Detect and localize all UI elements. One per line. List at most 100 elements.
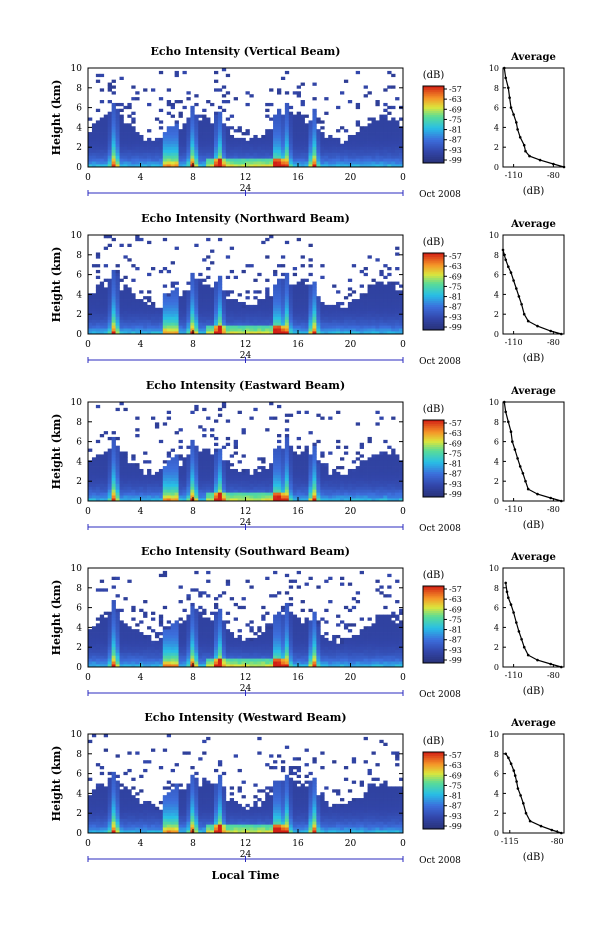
heatmap-cell	[221, 626, 227, 630]
heatmap-cell	[312, 123, 317, 127]
heatmap-cell	[182, 463, 187, 467]
heatmap-cell	[269, 486, 274, 490]
heatmap-cell	[367, 164, 372, 168]
heatmap-cell	[154, 640, 160, 645]
heatmap-cell	[99, 310, 105, 314]
heatmap-cell	[107, 293, 112, 297]
heatmap-cell	[375, 498, 380, 502]
heatmap-cell	[194, 102, 199, 107]
heatmap-cell	[292, 489, 298, 493]
heatmap-cell	[371, 120, 376, 124]
heatmap-cell	[261, 328, 266, 332]
heatmap-cell	[111, 626, 116, 630]
heatmap-cell	[379, 474, 384, 479]
heatmap-cell	[115, 649, 120, 653]
heatmap-cell	[174, 634, 179, 639]
heatmap-cell	[249, 161, 254, 165]
heatmap-cell	[280, 328, 286, 332]
colorbar-segment	[423, 468, 444, 471]
heatmap-cell	[395, 483, 400, 487]
heatmap-cell	[265, 129, 270, 133]
heatmap-cell	[288, 495, 294, 499]
heatmap-cell	[371, 460, 376, 464]
heatmap-cell	[261, 492, 266, 496]
colorbar-segment	[423, 254, 444, 258]
colorbar-segment	[423, 324, 444, 327]
heatmap-cell	[210, 643, 215, 647]
heatmap-cell	[202, 155, 207, 159]
heatmap-cell	[395, 164, 400, 168]
heatmap-cell	[186, 463, 191, 467]
heatmap-cell	[91, 632, 97, 636]
heatmap-cell	[249, 416, 254, 420]
heatmap-cell	[115, 307, 120, 312]
heatmap-cell	[367, 325, 372, 329]
heatmap-cell	[296, 445, 301, 449]
heatmap-cell	[288, 143, 294, 147]
heatmap-cell	[320, 275, 325, 280]
heatmap-cell	[202, 460, 207, 464]
heatmap-cell	[249, 164, 254, 168]
heatmap-cell	[249, 307, 254, 312]
heatmap-cell	[198, 460, 203, 464]
heatmap-cell	[284, 316, 290, 320]
heatmap-cell	[182, 137, 187, 142]
heatmap-cell	[186, 477, 191, 481]
heatmap-cell	[265, 287, 270, 291]
profile-x-tick-label: -110	[505, 171, 523, 180]
heatmap-cell	[127, 637, 132, 642]
heatmap-cell	[194, 161, 199, 165]
colorbar-segment	[423, 139, 444, 143]
colorbar-segment	[423, 301, 444, 304]
heatmap-cell	[284, 413, 290, 417]
heatmap-cell	[158, 149, 164, 153]
heatmap-cell	[233, 316, 238, 320]
heatmap-cell	[135, 143, 140, 147]
heatmap-cell	[166, 304, 172, 309]
heatmap-cell	[202, 620, 207, 624]
heatmap-cell	[359, 474, 364, 479]
heatmap-cell	[371, 325, 376, 329]
heatmap-cell	[316, 322, 321, 326]
heatmap-cell	[95, 313, 101, 317]
heatmap-cell	[399, 140, 404, 145]
profile-y-tick-label: 0	[494, 163, 499, 172]
heatmap-cell	[225, 483, 231, 487]
heatmap-cell	[111, 143, 116, 147]
heatmap-cell	[214, 284, 219, 288]
heatmap-cell	[135, 486, 140, 490]
heatmap-cell	[308, 313, 313, 317]
heatmap-cell	[115, 278, 120, 282]
heatmap-cell	[221, 623, 227, 627]
heatmap-cell	[111, 629, 116, 633]
heatmap-cell	[229, 640, 235, 645]
heatmap-cell	[194, 129, 199, 133]
heatmap-cell	[206, 655, 211, 659]
heatmap-cell	[178, 331, 183, 335]
heatmap-cell	[206, 492, 211, 496]
heatmap-cell	[253, 134, 258, 139]
heatmap-cell	[367, 457, 372, 461]
heatmap-cell	[284, 149, 290, 153]
heatmap-cell	[221, 664, 227, 668]
heatmap-cell	[363, 492, 368, 496]
heatmap-cell	[95, 486, 101, 490]
heatmap-cell	[166, 146, 172, 150]
heatmap-cell	[277, 132, 282, 136]
heatmap-cell	[347, 319, 353, 323]
heatmap-cell	[288, 460, 294, 464]
heatmap-cell	[320, 495, 325, 499]
heatmap-cell	[280, 290, 286, 294]
heatmap-cell	[375, 457, 380, 461]
heatmap-cell	[371, 457, 376, 461]
heatmap-cell	[107, 474, 112, 479]
heatmap-cell	[225, 460, 231, 464]
heatmap-cell	[292, 471, 298, 476]
heatmap-cell	[115, 161, 120, 165]
heatmap-cell	[399, 117, 404, 121]
heatmap-cell	[245, 474, 250, 479]
heatmap-cell	[375, 155, 380, 159]
heatmap-cell	[158, 652, 164, 656]
heatmap-cell	[214, 637, 219, 642]
heatmap-cell	[170, 492, 175, 496]
